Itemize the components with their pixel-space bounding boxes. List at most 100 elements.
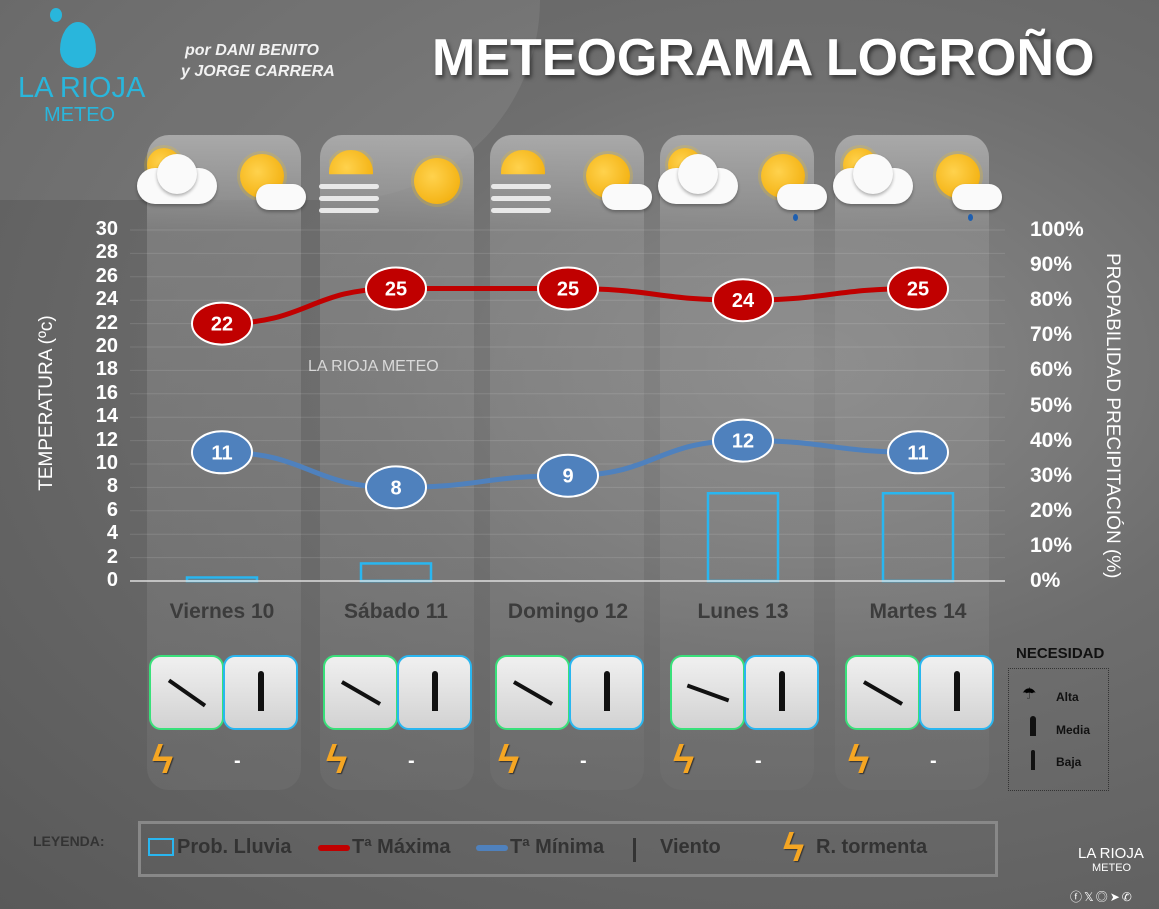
max-temp-label: 25	[385, 279, 407, 301]
legend-storm: R. tormenta	[816, 836, 928, 858]
sun-cloud-icon	[222, 140, 307, 230]
umbrella-box	[919, 655, 994, 730]
right-tick: 70%	[1030, 323, 1073, 347]
left-tick: 28	[95, 241, 118, 264]
max-temp-point	[191, 301, 253, 346]
necesidad-baja: Baja	[1056, 755, 1082, 769]
fog-sun-icon	[311, 140, 396, 230]
min-temp-point	[537, 453, 599, 498]
rain-bar	[706, 492, 780, 583]
social-icons: ⓕ𝕏◎➤✆	[1070, 888, 1134, 905]
storm-icon: ϟ	[673, 738, 695, 782]
umbrella-box	[223, 655, 298, 730]
left-axis-label: TEMPERATURA (ºc)	[36, 315, 57, 491]
necesidad-alta: Alta	[1056, 690, 1079, 704]
day-label: Lunes 13	[697, 600, 789, 623]
whatsapp-icon[interactable]: ✆	[1121, 890, 1134, 904]
right-tick: 100%	[1030, 218, 1084, 241]
legend-min-swatch	[476, 845, 508, 851]
right-tick: 30%	[1030, 463, 1073, 487]
left-tick: 0	[106, 569, 118, 591]
left-tick: 16	[95, 381, 118, 404]
max-temp-point	[365, 266, 427, 311]
right-tick: 40%	[1030, 428, 1073, 452]
left-tick: 26	[95, 264, 118, 287]
sun-icon	[396, 140, 481, 230]
storm-icon: ϟ	[498, 738, 520, 782]
umbrella-box	[397, 655, 472, 730]
min-temp-label: 8	[390, 477, 401, 499]
logo-text: LA RIOJA	[18, 72, 146, 104]
max-temp-label: 25	[557, 279, 579, 301]
storm-probability: -	[755, 750, 762, 772]
left-tick: 24	[95, 288, 118, 311]
day-label: Martes 14	[869, 600, 967, 623]
wind-box	[845, 655, 920, 730]
day-label: Sábado 11	[344, 600, 448, 623]
left-tick: 10	[95, 452, 118, 474]
min-temp-point	[191, 430, 253, 475]
cloud-sun-icon	[137, 140, 222, 230]
rain-bar	[359, 562, 433, 583]
legend-max-swatch	[318, 845, 350, 851]
umbrella-open-icon: ☂	[1022, 686, 1037, 703]
umbrella-closed-icon	[1031, 750, 1035, 770]
right-axis-label: PROPABILIDAD PRECIPITACIÓN (%)	[1102, 253, 1123, 579]
storm-probability: -	[234, 750, 241, 772]
facebook-icon[interactable]: ⓕ	[1070, 890, 1085, 904]
min-temp-point	[365, 465, 427, 510]
max-temp-label: 25	[907, 279, 929, 301]
rain-bar	[881, 492, 955, 583]
right-tick: 90%	[1030, 253, 1073, 277]
right-tick: 60%	[1030, 358, 1073, 382]
wind-box	[149, 655, 224, 730]
necesidad-box	[1008, 668, 1109, 791]
storm-probability: -	[930, 750, 937, 772]
right-tick: 50%	[1030, 393, 1073, 417]
umbrella-box	[744, 655, 819, 730]
storm-probability: -	[408, 750, 415, 772]
left-tick: 12	[95, 428, 118, 451]
left-tick: 20	[95, 335, 118, 357]
right-tick: 20%	[1030, 498, 1073, 522]
footer-logo-sub: METEO	[1092, 862, 1132, 874]
instagram-icon[interactable]: ◎	[1095, 890, 1110, 904]
logo-drop-small-icon	[50, 8, 62, 22]
right-tick: 0%	[1030, 569, 1061, 592]
legend-rain-swatch	[148, 838, 174, 856]
x-icon[interactable]: 𝕏	[1084, 890, 1096, 904]
fog-sun-icon	[483, 140, 568, 230]
left-tick: 14	[95, 405, 118, 428]
storm-icon: ϟ	[152, 738, 174, 782]
min-temp-label: 9	[562, 466, 573, 488]
left-tick: 18	[95, 358, 118, 381]
umbrella-closed-icon	[258, 671, 264, 711]
umbrella-closed-icon	[432, 671, 438, 711]
authors: por DANI BENITO y JORGE CARRERA	[181, 40, 335, 82]
sun-cloud-icon	[568, 140, 653, 230]
wind-box	[495, 655, 570, 730]
legend-wind-icon	[633, 838, 636, 862]
min-temp-point	[887, 430, 949, 475]
right-tick: 10%	[1030, 533, 1073, 557]
sun-cloud-rain-icon	[918, 140, 1003, 230]
logo-sub: METEO	[44, 104, 116, 126]
right-tick: 80%	[1030, 288, 1073, 312]
day-label: Viernes 10	[169, 600, 275, 623]
left-tick: 2	[106, 545, 118, 568]
left-tick: 4	[106, 522, 118, 545]
storm-probability: -	[580, 750, 587, 772]
watermark: LA RIOJA METEO	[308, 358, 439, 375]
day-label: Domingo 12	[507, 600, 629, 623]
page-title: METEOGRAMA LOGROÑO	[432, 29, 1095, 87]
min-temp-point	[712, 418, 774, 463]
legend-min: Tª Mínima	[510, 836, 605, 858]
legend-box	[138, 821, 998, 877]
telegram-icon[interactable]: ➤	[1109, 890, 1122, 904]
min-temp-label: 11	[211, 442, 232, 464]
authors-line1: por DANI BENITO	[185, 42, 319, 59]
storm-icon: ϟ	[848, 738, 870, 782]
umbrella-medium-icon	[1030, 716, 1036, 736]
authors-line2: y JORGE CARRERA	[181, 63, 335, 80]
